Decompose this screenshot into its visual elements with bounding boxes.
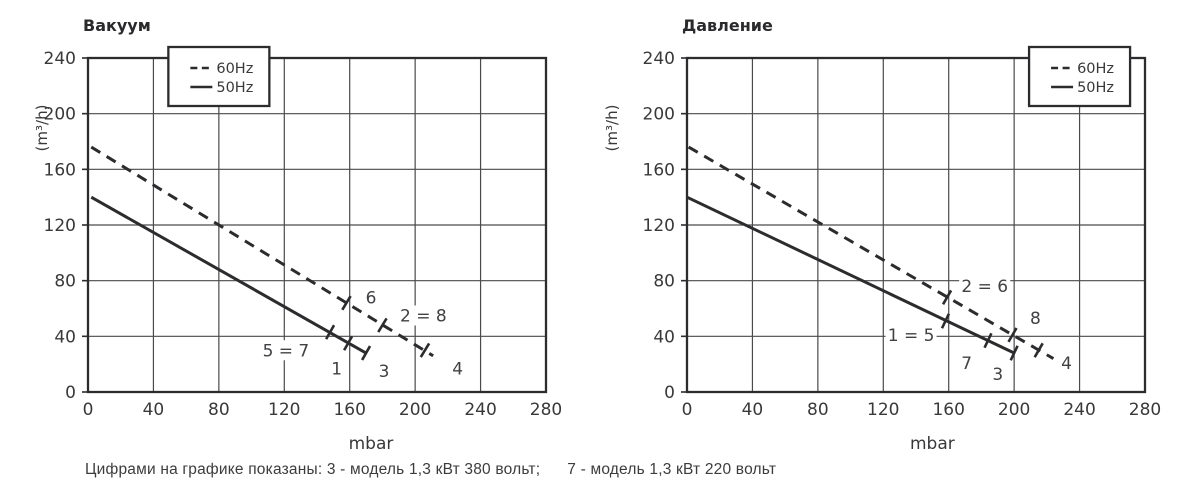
x-tick-label: 160 bbox=[333, 400, 365, 420]
annotation-label: 3 bbox=[992, 365, 1003, 385]
y-axis-label: (m³/h) bbox=[603, 105, 621, 152]
legend-box bbox=[1027, 45, 1132, 108]
y-tick-label: 120 bbox=[643, 216, 675, 236]
x-tick-label: 160 bbox=[932, 400, 964, 420]
plot-border bbox=[86, 56, 548, 394]
legend-box bbox=[167, 45, 271, 108]
annotation-backing bbox=[990, 363, 1006, 384]
chart-title: Вакуум bbox=[83, 16, 151, 35]
x-tick-label: 40 bbox=[742, 400, 764, 420]
annotation-backing bbox=[959, 352, 975, 373]
annotation-label: 4 bbox=[452, 359, 463, 379]
y-tick-label: 120 bbox=[44, 216, 76, 236]
legend-label: 60Hz bbox=[216, 61, 253, 77]
y-tick-label: 200 bbox=[643, 105, 675, 125]
legend-label: 60Hz bbox=[1077, 61, 1114, 77]
annotation-backing bbox=[450, 358, 466, 379]
series-line-60hz bbox=[687, 145, 1055, 360]
x-tick-label: 0 bbox=[83, 400, 94, 420]
x-tick-label: 240 bbox=[464, 400, 496, 420]
model-end-tick bbox=[377, 317, 388, 333]
caption: Цифрами на графике показаны: 3 - модель … bbox=[85, 461, 777, 478]
x-tick-label: 80 bbox=[807, 400, 829, 420]
x-tick-label: 120 bbox=[268, 400, 300, 420]
y-tick-label: 240 bbox=[643, 49, 675, 69]
series-line-50hz bbox=[90, 195, 367, 355]
x-tick-label: 120 bbox=[867, 400, 899, 420]
y-tick-label: 200 bbox=[44, 105, 76, 125]
model-end-tick bbox=[940, 313, 951, 329]
model-end-tick bbox=[941, 289, 953, 305]
legend-label: 50Hz bbox=[216, 80, 253, 96]
model-end-tick bbox=[983, 332, 993, 349]
model-end-tick bbox=[1033, 342, 1044, 358]
legend-label: 50Hz bbox=[1077, 80, 1114, 96]
annotation-backing bbox=[260, 340, 312, 361]
chart-title: Давление bbox=[682, 16, 773, 35]
annotation-backing bbox=[885, 324, 937, 345]
series-line-50hz bbox=[686, 195, 1015, 355]
y-tick-label: 80 bbox=[653, 272, 675, 292]
x-tick-label: 40 bbox=[143, 400, 165, 420]
y-tick-label: 160 bbox=[44, 160, 76, 180]
annotation-backing bbox=[959, 276, 1011, 297]
annotation-backing bbox=[329, 358, 345, 379]
x-axis-label: mbar bbox=[349, 434, 394, 454]
annotation-label: 4 bbox=[1061, 354, 1072, 374]
plot-border bbox=[685, 56, 1147, 394]
model-end-tick bbox=[343, 335, 354, 351]
y-tick-label: 240 bbox=[44, 49, 76, 69]
y-axis-label: (m³/h) bbox=[33, 105, 51, 152]
y-tick-label: 160 bbox=[643, 160, 675, 180]
y-tick-label: 40 bbox=[54, 327, 76, 347]
annotation-label: 5 = 7 bbox=[263, 341, 310, 361]
x-tick-label: 0 bbox=[682, 400, 693, 420]
y-tick-label: 80 bbox=[54, 272, 76, 292]
annotation-backing bbox=[363, 287, 379, 308]
annotation-label: 6 bbox=[366, 288, 377, 308]
x-tick-label: 80 bbox=[208, 400, 230, 420]
y-tick-label: 40 bbox=[653, 327, 675, 347]
annotation-backing bbox=[376, 361, 392, 382]
x-tick-label: 240 bbox=[1063, 400, 1095, 420]
annotation-label: 7 bbox=[961, 354, 972, 374]
y-tick-label: 0 bbox=[664, 383, 675, 403]
annotation-label: 3 bbox=[379, 362, 390, 382]
annotation-label: 1 = 5 bbox=[888, 326, 935, 346]
x-tick-label: 200 bbox=[998, 400, 1030, 420]
x-tick-label: 280 bbox=[530, 400, 562, 420]
annotation-label: 1 bbox=[331, 359, 342, 379]
model-end-tick bbox=[1007, 327, 1018, 343]
model-end-tick bbox=[341, 295, 352, 311]
annotation-backing bbox=[397, 305, 449, 326]
model-end-tick bbox=[360, 345, 372, 361]
model-end-tick bbox=[1009, 345, 1019, 361]
model-end-tick bbox=[325, 324, 336, 340]
annotation-label: 8 bbox=[1030, 309, 1041, 329]
annotation-backing bbox=[1027, 308, 1043, 329]
x-tick-label: 200 bbox=[399, 400, 431, 420]
annotation-label: 2 = 6 bbox=[961, 277, 1008, 297]
x-axis-label: mbar bbox=[910, 434, 955, 454]
annotation-backing bbox=[1058, 352, 1074, 373]
annotation-label: 2 = 8 bbox=[400, 306, 447, 326]
model-end-tick bbox=[419, 342, 431, 358]
series-line-60hz bbox=[90, 145, 434, 358]
y-tick-label: 0 bbox=[65, 383, 76, 403]
x-tick-label: 280 bbox=[1129, 400, 1161, 420]
